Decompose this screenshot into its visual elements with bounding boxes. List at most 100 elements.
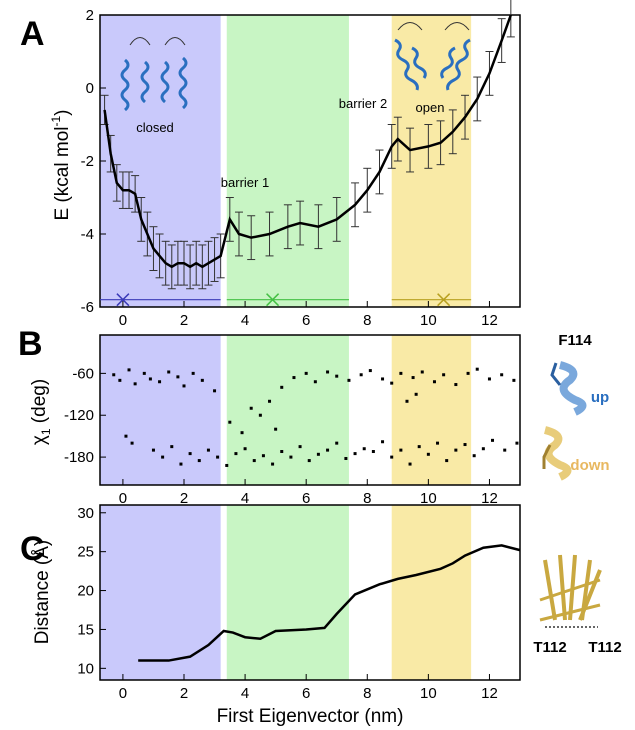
y-axis-label: E (kcal mol-1) — [49, 110, 73, 221]
data-point — [326, 448, 330, 452]
data-point — [280, 450, 284, 454]
data-point — [179, 462, 183, 466]
annotation: barrier 1 — [221, 175, 269, 190]
x-tick-label: 0 — [119, 490, 127, 507]
data-point — [268, 399, 272, 403]
data-point — [225, 463, 229, 467]
region — [100, 335, 221, 485]
y-label-part: E (kcal mol — [52, 127, 73, 221]
x-tick-label: 6 — [302, 490, 310, 507]
x-tick-label: 12 — [481, 312, 498, 329]
data-point — [515, 441, 519, 445]
marker-stroke — [266, 293, 280, 307]
data-point — [481, 447, 485, 451]
region — [226, 15, 349, 307]
data-point — [432, 380, 436, 384]
data-point — [142, 371, 146, 375]
data-point — [417, 445, 421, 449]
data-point — [454, 383, 458, 387]
data-point — [463, 443, 467, 447]
data-point — [249, 406, 253, 410]
data-point — [252, 459, 256, 463]
y-tick-label: 2 — [86, 7, 94, 24]
data-point — [316, 452, 320, 456]
data-point — [170, 445, 174, 449]
data-point — [307, 459, 311, 463]
data-point — [127, 368, 131, 372]
data-point — [371, 450, 375, 454]
data-point — [472, 454, 476, 458]
data-point — [335, 441, 339, 445]
marker-stroke — [437, 293, 451, 307]
y-label-sup: -1 — [49, 116, 63, 127]
data-line — [138, 544, 521, 662]
data-point — [399, 371, 403, 375]
annotation: barrier 2 — [339, 96, 387, 111]
y-label-sub: 1 — [39, 428, 53, 435]
data-point — [118, 378, 122, 382]
protein-closed — [120, 37, 188, 112]
side-label: up — [591, 389, 609, 406]
residue-up — [550, 361, 587, 416]
y-tick-label: -120 — [64, 407, 94, 424]
region — [100, 505, 221, 680]
x-tick-label: 10 — [420, 685, 437, 702]
y-tick-label: -180 — [64, 449, 94, 466]
data-point — [487, 377, 491, 381]
data-point — [298, 445, 302, 449]
residue-title: F114 — [558, 332, 592, 349]
marker — [437, 293, 451, 307]
data-point — [500, 373, 504, 377]
data-point — [411, 376, 415, 380]
plot-frame — [99, 504, 521, 681]
y-axis-label: χ1 (deg) — [29, 379, 53, 445]
y-tick-label: -4 — [81, 226, 94, 243]
data-point — [414, 392, 418, 396]
data-point — [197, 459, 201, 463]
x-tick-label: 10 — [420, 312, 437, 329]
x-tick-label: 2 — [180, 312, 188, 329]
y-label-part: (deg) — [29, 379, 50, 429]
data-point — [191, 371, 195, 375]
data-point — [442, 373, 446, 377]
x-tick-label: 0 — [119, 312, 127, 329]
panel-letter: B — [18, 325, 43, 363]
x-tick-label: 0 — [119, 685, 127, 702]
x-tick-label: 4 — [241, 685, 249, 702]
data-point — [188, 452, 192, 456]
marker — [116, 293, 130, 307]
data-point — [206, 448, 210, 452]
data-point — [216, 455, 220, 459]
data-point — [240, 431, 244, 435]
x-axis-label: First Eigenvector (nm) — [217, 706, 404, 727]
x-tick-label: 6 — [302, 312, 310, 329]
y-label-part: χ — [29, 435, 50, 445]
x-tick-label: 8 — [363, 685, 371, 702]
x-tick-label: 12 — [481, 685, 498, 702]
data-point — [280, 385, 284, 389]
data-point — [158, 380, 162, 384]
marker-stroke — [116, 293, 130, 307]
data-point — [228, 420, 232, 424]
y-tick-label: 15 — [77, 621, 94, 638]
data-point — [176, 375, 180, 379]
data-point — [130, 441, 134, 445]
x-tick-label: 10 — [420, 490, 437, 507]
data-point — [347, 378, 351, 382]
data-point — [399, 448, 403, 452]
region — [391, 335, 472, 485]
data-point — [213, 389, 217, 393]
y-tick-label: -60 — [72, 365, 94, 382]
data-line — [103, 14, 513, 269]
region — [226, 335, 349, 485]
y-tick-label: 0 — [86, 80, 94, 97]
annotation: closed — [136, 120, 174, 135]
data-point — [390, 381, 394, 385]
data-point — [243, 447, 247, 451]
data-point — [436, 441, 440, 445]
y-tick-label: -2 — [81, 153, 94, 170]
data-point — [466, 371, 470, 375]
residue-down — [542, 426, 572, 481]
data-point — [161, 455, 165, 459]
